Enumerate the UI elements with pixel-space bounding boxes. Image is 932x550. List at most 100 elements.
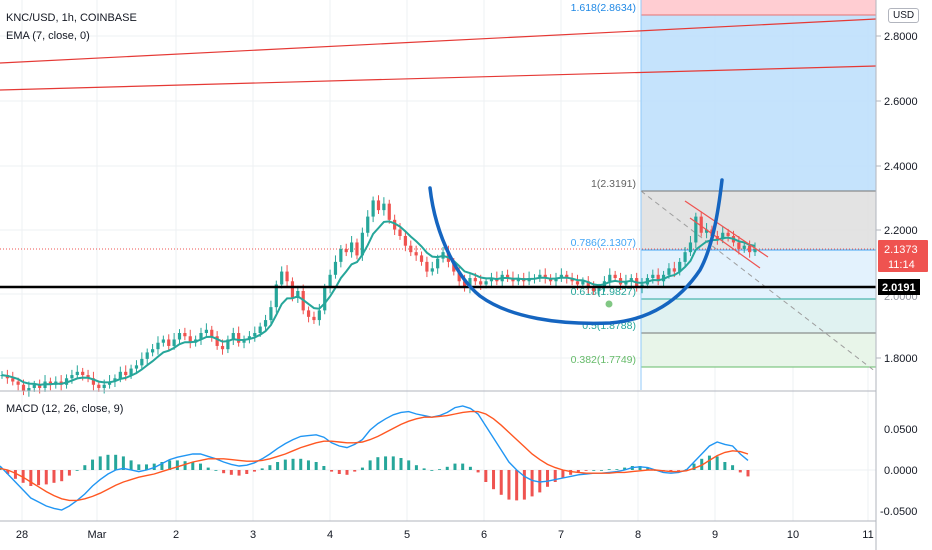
channel-line-lower[interactable] — [0, 65, 877, 91]
time-tick: 2 — [173, 529, 179, 541]
candle-body — [16, 381, 20, 385]
macd-histogram-bar — [738, 470, 742, 473]
macd-histogram-bar — [723, 462, 727, 470]
fib-zone-red — [641, 0, 876, 15]
macd-histogram-bar — [29, 470, 33, 486]
macd-histogram-bar — [515, 470, 519, 501]
time-tick: 10 — [787, 529, 799, 541]
channel-line-upper[interactable] — [0, 18, 877, 64]
candle-body — [597, 287, 601, 291]
candle-body — [479, 281, 483, 285]
macd-histogram-bar — [607, 469, 611, 470]
macd-histogram-bar — [746, 470, 750, 477]
macd-histogram-bar — [145, 464, 149, 470]
candle-body — [753, 248, 757, 253]
macd-histogram-bar — [353, 470, 357, 472]
time-tick: 5 — [404, 529, 410, 541]
candle-body — [247, 336, 252, 340]
macd-histogram-bar — [75, 470, 79, 471]
macd-histogram-bar — [731, 465, 735, 470]
level-price-badge — [878, 279, 920, 295]
candle-body — [333, 261, 338, 275]
wedge-line-bottom[interactable] — [689, 217, 761, 269]
macd-histogram-bar — [445, 466, 449, 470]
price-tick: 1.8000 — [884, 353, 918, 365]
candle-body — [129, 368, 133, 376]
price-axis[interactable]: 2.8000 2.6000 2.4000 2.2000 1.8000 2.000… — [876, 31, 928, 365]
candle-body — [543, 274, 547, 279]
macd-histogram-bar — [507, 470, 511, 500]
time-tick: Mar — [88, 529, 107, 541]
fib-zone-grey — [641, 191, 876, 250]
macd-histogram-bar — [499, 470, 503, 495]
macd-histogram-bar — [129, 460, 133, 470]
candle-body — [118, 371, 122, 379]
macd-axis[interactable]: 0.0500 0.0000 -0.0500 — [880, 424, 918, 518]
candle-body — [215, 336, 219, 346]
candle-body — [484, 281, 488, 285]
macd-histogram-bar — [13, 470, 17, 479]
time-tick: 7 — [558, 529, 564, 541]
macd-histogram-bar — [461, 463, 465, 470]
fib-zone-blue — [641, 15, 876, 191]
macd-histogram-bar — [669, 470, 673, 472]
wedge-line-top[interactable] — [684, 200, 769, 258]
price-tick: 2.8000 — [884, 31, 918, 43]
candle-body — [188, 336, 192, 343]
macd-histogram-bar — [245, 470, 249, 474]
candle-body — [242, 339, 246, 343]
time-axis[interactable]: 28 Mar 2 3 4 5 6 7 8 9 10 11 — [16, 529, 874, 541]
macd-histogram-bar — [314, 462, 318, 470]
macd-signal-line — [0, 410, 749, 502]
candle-body — [586, 281, 590, 288]
candle-body — [253, 333, 257, 337]
candle-body — [559, 274, 563, 279]
current-price-badge — [878, 240, 928, 272]
macd-histogram-bar — [322, 466, 326, 470]
candle-body — [672, 268, 676, 272]
macd-histogram-bar — [183, 461, 187, 470]
candle-body — [355, 242, 359, 256]
macd-legend[interactable]: MACD (12, 26, close, 9) — [6, 403, 124, 415]
candle-body — [565, 274, 569, 279]
fib-trend-line[interactable] — [640, 190, 877, 373]
candle-body — [237, 333, 241, 343]
time-tick: 9 — [712, 529, 718, 541]
macd-histogram-bar — [623, 467, 627, 470]
time-tick: 4 — [327, 529, 333, 541]
macd-pane[interactable] — [0, 405, 876, 511]
candle-body — [726, 232, 730, 236]
candle-body — [306, 310, 311, 317]
bar-countdown: 11:14 — [888, 259, 915, 271]
candle-body — [742, 245, 746, 249]
cup-drawing[interactable] — [428, 178, 724, 326]
macd-line — [0, 405, 749, 511]
macd-histogram-bar — [198, 463, 202, 470]
macd-histogram-bar — [476, 470, 480, 473]
macd-histogram-bar — [175, 460, 179, 470]
ema-legend[interactable]: EMA (7, close, 0) — [6, 30, 90, 42]
candle-body — [91, 378, 96, 385]
fib-label-1618: 1.618(2.8634) — [571, 2, 636, 14]
candle-body — [312, 316, 316, 321]
candle-body — [371, 200, 375, 217]
candle-body — [48, 381, 53, 385]
macd-histogram-bar — [715, 456, 719, 470]
symbol-legend[interactable]: KNC/USD, 1h, COINBASE — [6, 12, 137, 24]
candle-body — [366, 216, 370, 233]
candle-body — [75, 371, 79, 376]
candle-body — [387, 203, 391, 220]
candle-body — [430, 268, 434, 272]
candle-body — [737, 242, 741, 249]
candle-body — [688, 242, 693, 253]
macd-histogram-bar — [21, 470, 25, 483]
candle-body — [11, 378, 15, 382]
macd-histogram-bar — [345, 470, 349, 475]
macd-histogram-bar — [407, 460, 411, 470]
fib-retracement-tool[interactable]: 1.618(2.8634) 1(2.3191) 0.786(2.1307) 0.… — [571, 0, 877, 390]
currency-button[interactable]: USD — [888, 8, 920, 23]
macd-histogram-bar — [337, 470, 341, 474]
macd-histogram-bar — [615, 469, 619, 470]
macd-histogram-bar — [584, 470, 588, 471]
